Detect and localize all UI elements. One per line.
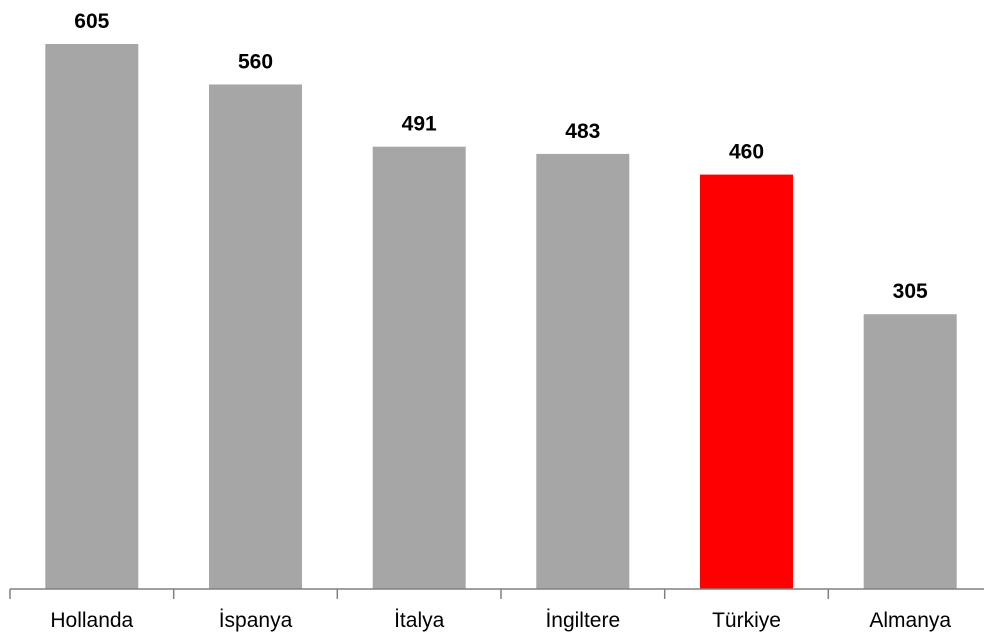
bar-ispanya [209, 84, 302, 589]
bar-italya [372, 146, 466, 589]
value-label-turkiye: 460 [729, 141, 764, 164]
value-label-ingiltere: 483 [565, 120, 600, 143]
bar-ingiltere [536, 153, 630, 589]
value-label-hollanda: 605 [74, 10, 109, 33]
x-tick-label-ispanya: İspanya [219, 609, 293, 632]
bar-almanya [863, 314, 957, 589]
x-tick-label-almanya: Almanya [869, 609, 951, 632]
value-labels-group: 605 560 491 483 460 305 [74, 10, 928, 303]
value-label-ispanya: 560 [238, 51, 273, 74]
x-tick-label-ingiltere: İngiltere [545, 609, 620, 632]
x-tick-label-hollanda: Hollanda [50, 609, 133, 632]
bar-turkiye [700, 174, 793, 589]
bars-group [45, 44, 957, 589]
x-tick-label-italya: İtalya [394, 609, 445, 632]
bar-hollanda [45, 44, 139, 589]
x-axis-labels-group: Hollanda İspanya İtalya İngiltere Türkiye Alm… [50, 609, 951, 632]
x-tick-label-turkiye: Türkiye [712, 609, 781, 632]
x-axis-ticks-group [9, 589, 830, 599]
value-label-almanya: 305 [893, 280, 928, 303]
value-label-italya: 491 [402, 113, 437, 136]
